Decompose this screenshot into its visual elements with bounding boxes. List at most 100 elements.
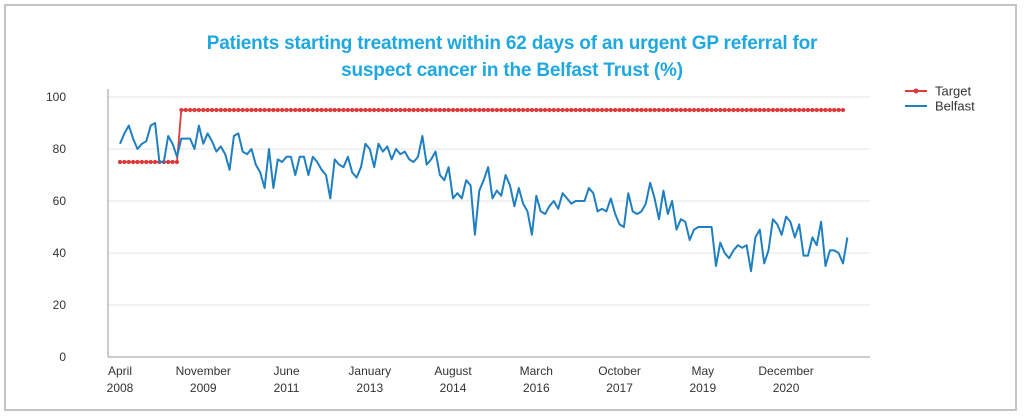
x-tick-label-month: December [758,364,813,378]
x-tick-label-month: May [691,364,714,378]
data-point-target [477,107,482,113]
data-point-target [608,107,613,113]
data-point-target [442,107,447,113]
data-point-target [385,107,390,113]
data-point-target [582,107,587,113]
data-point-target [578,107,583,113]
data-point-target [315,107,320,113]
data-point-target [529,107,535,113]
data-point-target [117,159,123,165]
y-tick-label: 0 [59,350,66,364]
y-tick-label: 80 [53,142,67,156]
data-point-target [656,107,662,113]
data-point-target [718,107,723,113]
data-point-target [595,107,600,113]
data-point-target [810,107,815,113]
data-point-target [490,107,495,113]
x-tick-label-month: January [348,364,391,378]
data-point-target [332,107,337,113]
data-point-target [297,107,302,113]
data-point-target [696,107,701,113]
data-point-target [201,107,206,113]
data-point-target [551,107,556,113]
x-tick-label-year: 2008 [107,381,134,395]
data-point-target [459,107,464,113]
data-point-target [604,107,609,113]
x-tick-label-month: June [274,364,300,378]
data-point-target [560,107,565,113]
data-point-target [380,107,386,113]
legend-label-target: Target [935,84,972,99]
data-point-target [621,107,627,113]
data-point-target [569,107,574,113]
data-point-target [280,107,285,113]
data-point-target [507,107,513,113]
data-point-target [700,107,705,113]
data-point-target [411,107,416,113]
data-point-target [652,107,657,113]
series-line-target [120,109,843,163]
y-tick-label: 100 [46,90,66,104]
data-point-target [805,107,811,113]
data-point-target [345,107,350,113]
x-tick-label-year: 2019 [689,381,716,395]
data-point-target [792,107,797,113]
data-point-target [367,107,372,113]
data-point-target [376,107,381,113]
data-point-target [648,107,653,113]
data-point-target [249,107,254,113]
data-point-target [323,107,329,113]
data-point-target [643,107,648,113]
data-point-target [420,107,425,113]
data-point-target [244,107,250,113]
data-point-target [819,107,824,113]
x-tick-label-month: August [434,364,472,378]
gridlines [108,96,870,306]
data-point-target [398,107,403,113]
data-point-target [205,107,210,113]
data-point-target [227,107,232,113]
data-point-target [687,107,692,113]
data-point-target [832,107,837,113]
data-point-target [521,107,526,113]
data-point-target [358,107,364,113]
data-point-target [240,107,245,113]
data-point-target [564,107,570,113]
data-point-target [801,107,806,113]
x-tick-label-year: 2020 [773,381,800,395]
x-tick-label-month: October [598,364,641,378]
data-point-target [271,107,276,113]
data-point-target [464,107,469,113]
data-point-target [319,107,324,113]
data-point-target [301,107,307,113]
data-point-target [626,107,631,113]
data-point-target [166,159,171,165]
data-point-target [152,159,158,165]
series-line-belfast [119,122,849,273]
data-point-target [337,107,342,113]
data-point-target [402,107,407,113]
legend-marker-target [913,88,919,94]
data-point-target [437,107,442,113]
data-point-target [630,107,635,113]
data-point-target [797,107,802,113]
data-point-target [139,159,145,165]
data-point-target [372,107,377,113]
data-point-target [586,107,591,113]
data-point-target [310,107,315,113]
data-point-target [525,107,530,113]
data-point-target [678,107,683,113]
chart-title-line-2: suspect cancer in the Belfast Trust (%) [341,60,683,81]
y-tick-label: 60 [53,194,67,208]
data-point-target [288,107,293,113]
data-point-target [683,107,688,113]
data-point-target [126,159,131,165]
x-tick-label-month: November [176,364,231,378]
data-point-target [275,107,280,113]
data-point-target [766,107,771,113]
data-point-target [415,107,421,113]
data-point-target [328,107,333,113]
data-point-target [446,107,451,113]
data-point-target [363,107,368,113]
